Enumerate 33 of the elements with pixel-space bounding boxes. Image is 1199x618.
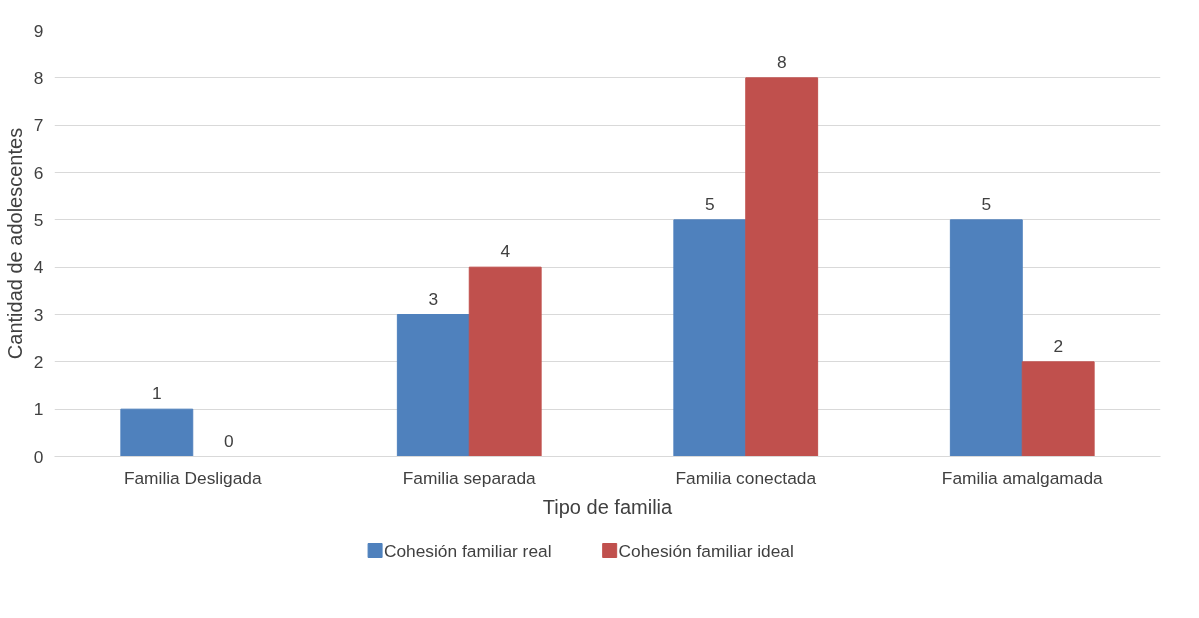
bar <box>396 314 470 457</box>
y-tick-label: 5 <box>33 209 44 230</box>
y-tick-label: 3 <box>33 304 44 325</box>
data-label: 2 <box>1053 335 1064 356</box>
x-axis-title: Tipo de familia <box>542 495 674 518</box>
y-tick-label: 1 <box>33 399 44 420</box>
x-tick-label: Familia separada <box>402 467 537 488</box>
y-tick-label: 0 <box>33 446 44 467</box>
y-tick-label: 2 <box>33 351 44 372</box>
y-tick-label: 8 <box>33 67 44 88</box>
legend-label: Cohesión familiar real <box>383 540 552 561</box>
y-tick-label: 4 <box>33 257 44 278</box>
bar <box>949 219 1023 457</box>
data-label: 8 <box>776 51 787 72</box>
bar <box>120 408 194 457</box>
y-tick-label: 7 <box>33 115 44 136</box>
data-label: 0 <box>223 430 234 451</box>
bar <box>673 219 747 457</box>
bar <box>745 77 819 457</box>
data-label: 5 <box>981 193 992 214</box>
y-axis-title: Cantidad de adolescentes <box>3 127 26 360</box>
legend-label: Cohesión familiar ideal <box>618 540 794 561</box>
y-tick-label: 9 <box>33 20 44 41</box>
data-label: 5 <box>704 193 715 214</box>
y-tick-label: 6 <box>33 162 44 183</box>
data-label: 4 <box>500 241 511 262</box>
data-label: 1 <box>151 383 162 404</box>
bar <box>1021 361 1095 457</box>
bar <box>468 266 542 457</box>
x-tick-label: Familia Desligada <box>123 467 262 488</box>
x-tick-label: Familia conectada <box>675 467 817 488</box>
x-tick-label: Familia amalgamada <box>941 467 1104 488</box>
data-label: 3 <box>428 288 439 309</box>
